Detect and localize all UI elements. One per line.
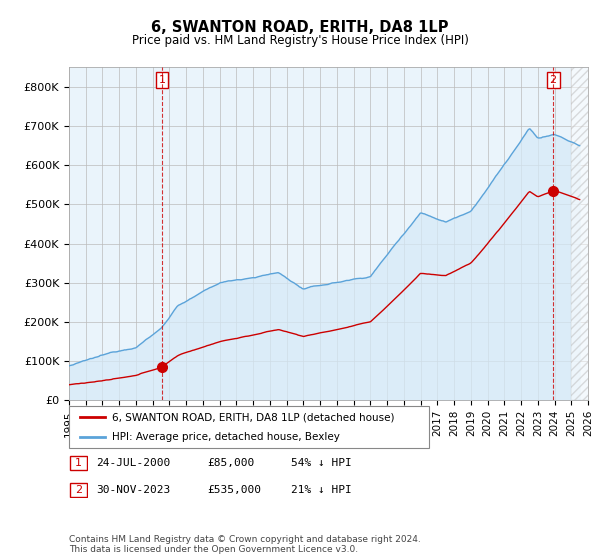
FancyBboxPatch shape	[69, 406, 429, 448]
Text: HPI: Average price, detached house, Bexley: HPI: Average price, detached house, Bexl…	[112, 432, 340, 442]
Text: Price paid vs. HM Land Registry's House Price Index (HPI): Price paid vs. HM Land Registry's House …	[131, 34, 469, 46]
Text: Contains HM Land Registry data © Crown copyright and database right 2024.
This d: Contains HM Land Registry data © Crown c…	[69, 535, 421, 554]
Text: 6, SWANTON ROAD, ERITH, DA8 1LP: 6, SWANTON ROAD, ERITH, DA8 1LP	[151, 20, 449, 35]
Text: 2: 2	[75, 485, 82, 495]
Text: 1: 1	[158, 75, 166, 85]
Text: 1: 1	[75, 458, 82, 468]
Text: 54% ↓ HPI: 54% ↓ HPI	[291, 458, 352, 468]
Text: £85,000: £85,000	[207, 458, 254, 468]
Text: 6, SWANTON ROAD, ERITH, DA8 1LP (detached house): 6, SWANTON ROAD, ERITH, DA8 1LP (detache…	[112, 412, 395, 422]
Text: 21% ↓ HPI: 21% ↓ HPI	[291, 485, 352, 495]
Text: 2: 2	[550, 75, 557, 85]
Text: £535,000: £535,000	[207, 485, 261, 495]
FancyBboxPatch shape	[70, 456, 87, 470]
Text: 30-NOV-2023: 30-NOV-2023	[96, 485, 170, 495]
Text: 24-JUL-2000: 24-JUL-2000	[96, 458, 170, 468]
FancyBboxPatch shape	[70, 483, 87, 497]
